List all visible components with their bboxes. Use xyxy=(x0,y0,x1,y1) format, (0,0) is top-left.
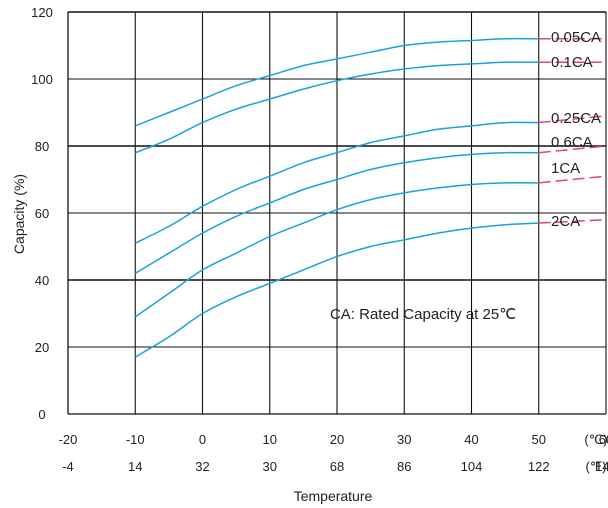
x-tick-label-c: 10 xyxy=(263,432,277,447)
series-line xyxy=(134,182,539,318)
x-tick-label-f: 86 xyxy=(397,459,411,474)
x-tick-label-f: 122 xyxy=(528,459,550,474)
series-line xyxy=(134,222,539,358)
x-unit-c: (℃) xyxy=(584,432,607,447)
x-tick-label-f: 32 xyxy=(195,459,209,474)
y-tick-label: 0 xyxy=(38,407,45,422)
series-label: 0.05CA xyxy=(551,29,601,46)
series-label: 0.1CA xyxy=(551,54,593,71)
x-tick-label-c: 20 xyxy=(330,432,344,447)
series-line xyxy=(134,121,539,244)
x-tick-label-c: -20 xyxy=(59,432,78,447)
series-label: 2CA xyxy=(551,213,580,230)
x-tick-label-c: 60 xyxy=(599,432,608,447)
series-label: 0.6CA xyxy=(551,134,593,151)
y-tick-label: 100 xyxy=(31,72,53,87)
x-axis-title: Temperature xyxy=(294,488,373,504)
x-tick-label-c: 0 xyxy=(199,432,206,447)
y-tick-label: 60 xyxy=(35,206,49,221)
series-label: 0.25CA xyxy=(551,110,601,127)
series-line xyxy=(135,37,539,127)
y-tick-label: 40 xyxy=(35,273,49,288)
x-tick-label-c: 40 xyxy=(464,432,478,447)
y-tick-label: 80 xyxy=(35,139,49,154)
series-line xyxy=(134,151,539,274)
series-extrapolation-line xyxy=(538,175,607,184)
series-label: 1CA xyxy=(551,160,580,177)
x-tick-label-f: 68 xyxy=(330,459,344,474)
x-tick-label-f: 104 xyxy=(461,459,483,474)
chart-annotation: CA: Rated Capacity at 25℃ xyxy=(330,306,516,323)
series-extrapolation-line xyxy=(538,218,607,224)
y-axis-title: Capacity (%) xyxy=(11,174,27,254)
y-tick-label: 20 xyxy=(35,340,49,355)
x-unit-f: (℉) xyxy=(585,459,606,474)
x-tick-label-f: -4 xyxy=(62,459,74,474)
x-tick-label-f: 30 xyxy=(263,459,277,474)
y-tick-label: 120 xyxy=(31,5,53,20)
series-line xyxy=(135,61,539,154)
x-tick-label-c: -10 xyxy=(126,432,145,447)
x-tick-label-c: 30 xyxy=(397,432,411,447)
series-extrapolation-line xyxy=(538,145,607,154)
x-tick-label-c: 50 xyxy=(532,432,546,447)
x-tick-label-f: 140 xyxy=(595,459,608,474)
x-tick-label-f: 14 xyxy=(128,459,142,474)
series-extrapolation-line xyxy=(538,115,607,124)
